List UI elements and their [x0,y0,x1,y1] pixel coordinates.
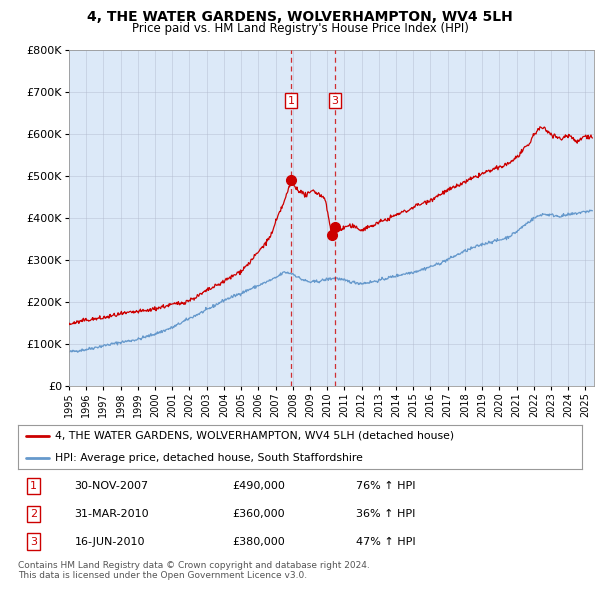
Text: This data is licensed under the Open Government Licence v3.0.: This data is licensed under the Open Gov… [18,571,307,580]
Text: HPI: Average price, detached house, South Staffordshire: HPI: Average price, detached house, Sout… [55,453,362,463]
Text: Contains HM Land Registry data © Crown copyright and database right 2024.: Contains HM Land Registry data © Crown c… [18,560,370,569]
Text: 1: 1 [30,481,37,491]
Text: £490,000: £490,000 [232,481,285,491]
Text: 47% ↑ HPI: 47% ↑ HPI [356,536,416,546]
Text: 3: 3 [332,96,338,106]
Text: 16-JUN-2010: 16-JUN-2010 [74,536,145,546]
Text: 30-NOV-2007: 30-NOV-2007 [74,481,149,491]
Text: £380,000: £380,000 [232,536,285,546]
Text: 31-MAR-2010: 31-MAR-2010 [74,509,149,519]
Text: 1: 1 [288,96,295,106]
Text: 2: 2 [29,509,37,519]
Text: Price paid vs. HM Land Registry's House Price Index (HPI): Price paid vs. HM Land Registry's House … [131,22,469,35]
Text: 76% ↑ HPI: 76% ↑ HPI [356,481,416,491]
Text: £360,000: £360,000 [232,509,285,519]
Text: 3: 3 [30,536,37,546]
Text: 36% ↑ HPI: 36% ↑ HPI [356,509,416,519]
Text: 4, THE WATER GARDENS, WOLVERHAMPTON, WV4 5LH: 4, THE WATER GARDENS, WOLVERHAMPTON, WV4… [87,10,513,24]
Text: 4, THE WATER GARDENS, WOLVERHAMPTON, WV4 5LH (detached house): 4, THE WATER GARDENS, WOLVERHAMPTON, WV4… [55,431,454,441]
